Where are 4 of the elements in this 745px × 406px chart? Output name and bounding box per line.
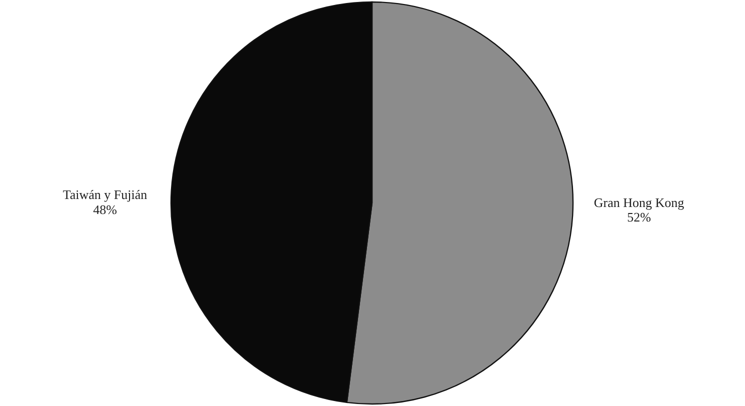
slice-label: Gran Hong Kong [594,194,685,210]
data-label: 48% [93,202,118,218]
data-label: 52% [627,210,652,225]
slice-label: Taiwán y Fujián [62,187,148,202]
